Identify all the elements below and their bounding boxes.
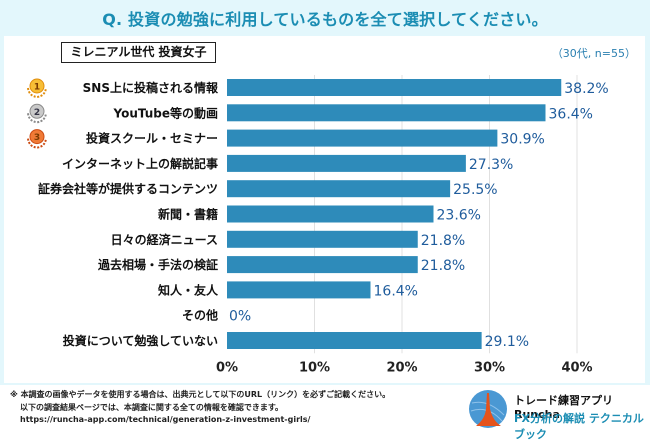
category-label: YouTube等の動画	[112, 105, 218, 120]
x-tick-label: 40%	[561, 360, 592, 375]
category-label: 証券会社等が提供するコンテンツ	[38, 181, 218, 196]
brand-line-1: トレード練習アプリ Runcha	[514, 394, 613, 421]
chart-title: Q. 投資の勉強に利用しているものを全て選択してください。	[102, 10, 548, 29]
footer-line-2: 以下の調査結果ページでは、本調査に関する全ての情報を確認できます。	[20, 402, 284, 412]
medal-laurel-icon	[27, 87, 47, 99]
bar	[227, 332, 482, 349]
footer-url[interactable]: https://runcha-app.com/technical/generat…	[20, 415, 311, 424]
bar	[227, 230, 418, 248]
bar	[227, 205, 434, 223]
sample-size-note: （30代, n=55）	[551, 47, 636, 60]
category-label: その他	[182, 308, 218, 323]
value-label: 16.4%	[374, 283, 418, 299]
category-label: SNS上に投稿される情報	[83, 80, 219, 95]
x-tick-label: 10%	[299, 360, 330, 375]
x-tick-label: 0%	[216, 360, 238, 375]
medal-bronze-icon	[29, 129, 45, 145]
bar	[227, 256, 418, 274]
footer-line-1: ※ 本調査の画像やデータを使用する場合は、出典元として以下のURL（リンク）を必…	[10, 390, 391, 399]
value-label: 23.6%	[437, 208, 481, 224]
category-label: インターネット上の解説記事	[62, 156, 218, 171]
category-label: 投資について勉強していない	[63, 333, 218, 348]
medal-rank-label: 1	[34, 83, 40, 93]
bar	[227, 281, 371, 299]
category-label: 知人・友人	[157, 282, 219, 297]
bar	[227, 104, 546, 122]
bar-chart: 0% 10% 20% 30% 40%SNS上に投稿される情報 38.2%YouTube等の…	[27, 75, 609, 375]
value-label: 21.8%	[421, 258, 465, 274]
bar	[227, 79, 562, 96]
category-label: 日々の経済ニュース	[111, 232, 218, 247]
bar	[227, 180, 451, 198]
value-label: 21.8%	[421, 233, 465, 249]
medal-rank-label: 2	[34, 108, 40, 118]
medal-laurel-icon	[27, 138, 47, 149]
category-label: 投資スクール・セミナー	[86, 131, 218, 146]
category-label: 過去相場・手法の検証	[97, 257, 218, 272]
x-tick-label: 20%	[386, 360, 417, 375]
bar	[227, 154, 466, 172]
footer-note: ※ 本調査の画像やデータを使用する場合は、出典元として以下のURL（リンク）を必…	[10, 389, 390, 427]
category-label: 新聞・書籍	[158, 207, 218, 222]
bar	[227, 129, 498, 147]
value-label: 27.3%	[469, 157, 513, 173]
value-label: 25.5%	[453, 182, 497, 198]
value-label: 38.2%	[564, 81, 608, 97]
value-label: 29.1%	[485, 334, 529, 350]
medal-laurel-icon	[27, 113, 47, 124]
x-tick-label: 30%	[474, 360, 505, 375]
medal-silver-icon	[29, 103, 45, 119]
medal-rank-label: 3	[34, 133, 40, 143]
value-label: 0%	[229, 309, 251, 325]
medal-gold-icon	[29, 78, 45, 94]
brand-line-2: FX分析の解説 テクニカルブック	[514, 412, 644, 441]
group-label: ミレニアル世代 投資女子	[61, 42, 216, 63]
runcha-logo-icon	[469, 390, 507, 428]
value-label: 36.4%	[549, 106, 593, 122]
value-label: 30.9%	[500, 132, 544, 148]
